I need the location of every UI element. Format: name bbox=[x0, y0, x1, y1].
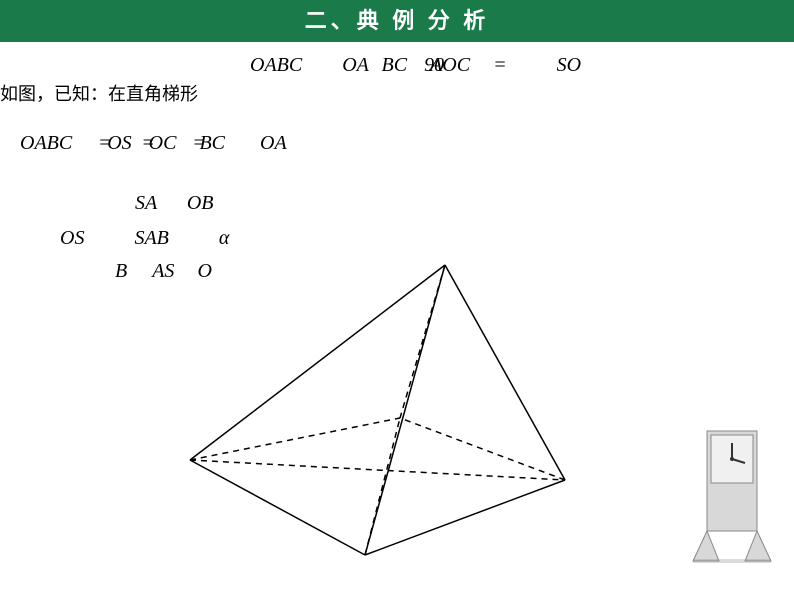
t: BC bbox=[382, 54, 408, 76]
t: 90 bbox=[424, 54, 444, 77]
t: OABC bbox=[250, 54, 302, 76]
line-1: OABC OA BC 90 AOC = SO bbox=[250, 54, 581, 77]
line-4: SA OB bbox=[135, 192, 214, 215]
t: = bbox=[99, 132, 110, 155]
t: 如图，已知：在直角梯形 bbox=[0, 84, 198, 104]
t: SO bbox=[557, 54, 581, 76]
t: AS bbox=[152, 260, 174, 282]
t: = bbox=[493, 54, 507, 76]
t: OABC bbox=[20, 132, 72, 154]
t: SAB bbox=[134, 227, 168, 249]
t: OA bbox=[342, 54, 368, 76]
t: OS bbox=[60, 227, 84, 249]
t: SA bbox=[135, 192, 157, 214]
t: B bbox=[115, 260, 127, 282]
clock-image bbox=[689, 421, 774, 576]
content-area: OABC OA BC 90 AOC = SO 如图，已知：在直角梯形 OABC … bbox=[0, 42, 794, 62]
t: = bbox=[143, 132, 154, 155]
line-2-cn: 如图，已知：在直角梯形 bbox=[0, 80, 198, 106]
line-3: OABC = OS = OC = BC OA bbox=[20, 132, 287, 155]
clock-svg bbox=[689, 421, 774, 571]
geometry-svg bbox=[175, 250, 595, 580]
t: OB bbox=[187, 192, 214, 214]
t: OS bbox=[107, 132, 131, 154]
section-header: 二、典 例 分 析 bbox=[0, 0, 794, 42]
header-title: 二、典 例 分 析 bbox=[305, 8, 490, 33]
tetrahedron-diagram bbox=[175, 250, 595, 585]
t: OA bbox=[260, 132, 287, 154]
t: = bbox=[193, 132, 204, 155]
t: α bbox=[219, 227, 230, 249]
line-5: OS SAB α bbox=[60, 227, 229, 250]
